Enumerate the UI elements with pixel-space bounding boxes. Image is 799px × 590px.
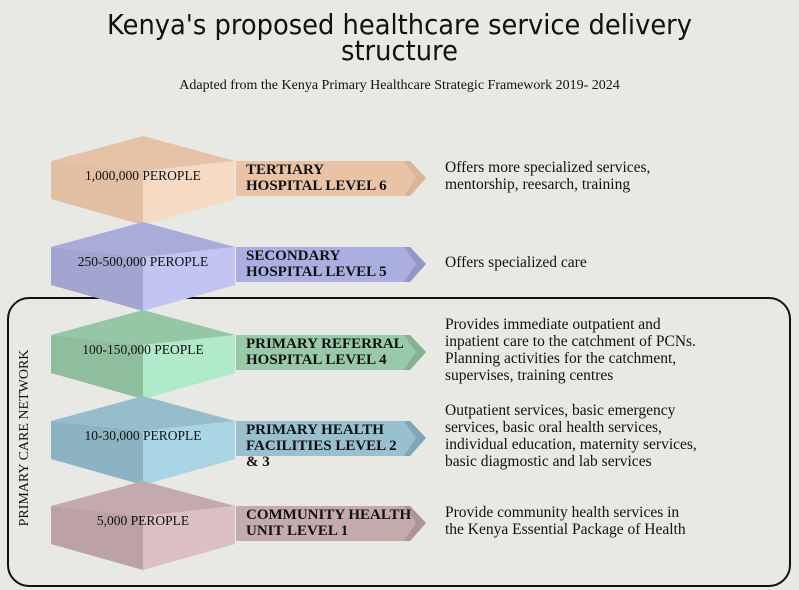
arrow-tip [404, 506, 426, 541]
title-line-2: structure [341, 34, 458, 67]
cube-right-face [143, 506, 235, 570]
cube-top-face [51, 310, 235, 345]
cube-top-face [51, 396, 235, 431]
level-name: PRIMARY REFERRAL HOSPITAL LEVEL 4 [246, 336, 404, 368]
arrow-tip [404, 421, 426, 456]
level-description: Provide community health services in the… [445, 504, 686, 538]
level-description: Outpatient services, basic emergency ser… [445, 402, 697, 470]
arrow-tip [404, 247, 426, 282]
population-label: 250-500,000 PEROPLE [77, 254, 209, 269]
population-label: 5,000 PEROPLE [96, 513, 190, 528]
level-arrow [236, 335, 426, 370]
level-description: Offers more specialized services, mentor… [445, 159, 651, 193]
level-name: PRIMARY HEALTH FACILITIES LEVEL 2 & 3 [246, 422, 397, 470]
cube-right-face [143, 247, 235, 311]
arrow-tip [404, 161, 426, 196]
primary-care-network-label: PRIMARY CARE NETWORK [17, 349, 32, 527]
level-name: TERTIARY HOSPITAL LEVEL 6 [246, 162, 387, 194]
title-line-1: Kenya's proposed healthcare service deli… [106, 8, 693, 41]
cube-top-face [51, 222, 235, 257]
level-description: Offers specialized care [445, 253, 587, 271]
cube-right-face [143, 161, 235, 225]
arrow-tip [404, 335, 426, 370]
cube-left-face [51, 506, 143, 570]
level-description: Provides immediate outpatient and inpati… [445, 316, 696, 384]
subtitle: Adapted from the Kenya Primary Healthcar… [179, 78, 620, 93]
cube-left-face [51, 161, 143, 225]
level-arrow [236, 506, 426, 541]
level-arrow [236, 421, 426, 456]
cube-left-face [51, 247, 143, 311]
population-label: 10-30,000 PEROPLE [84, 428, 202, 443]
cube-left-face [51, 421, 143, 485]
level-arrow [236, 161, 426, 196]
level-name: SECONDARY HOSPITAL LEVEL 5 [246, 248, 387, 280]
cube-right-face [143, 421, 235, 485]
population-label: 100-150,000 PEOPLE [82, 342, 204, 357]
cube-top-face [51, 136, 235, 171]
cube-top-face [51, 481, 235, 516]
primary-care-network-border [7, 297, 791, 587]
level-name: COMMUNITY HEALTH UNIT LEVEL 1 [246, 507, 412, 539]
cube-left-face [51, 335, 143, 399]
population-label: 1,000,000 PEROPLE [85, 168, 201, 183]
cube-right-face [143, 335, 235, 399]
level-arrow [236, 247, 426, 282]
